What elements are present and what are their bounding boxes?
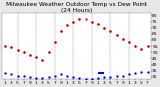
Title: Milwaukee Weather Outdoor Temp vs Dew Point (24 Hours): Milwaukee Weather Outdoor Temp vs Dew Po… xyxy=(6,2,147,13)
